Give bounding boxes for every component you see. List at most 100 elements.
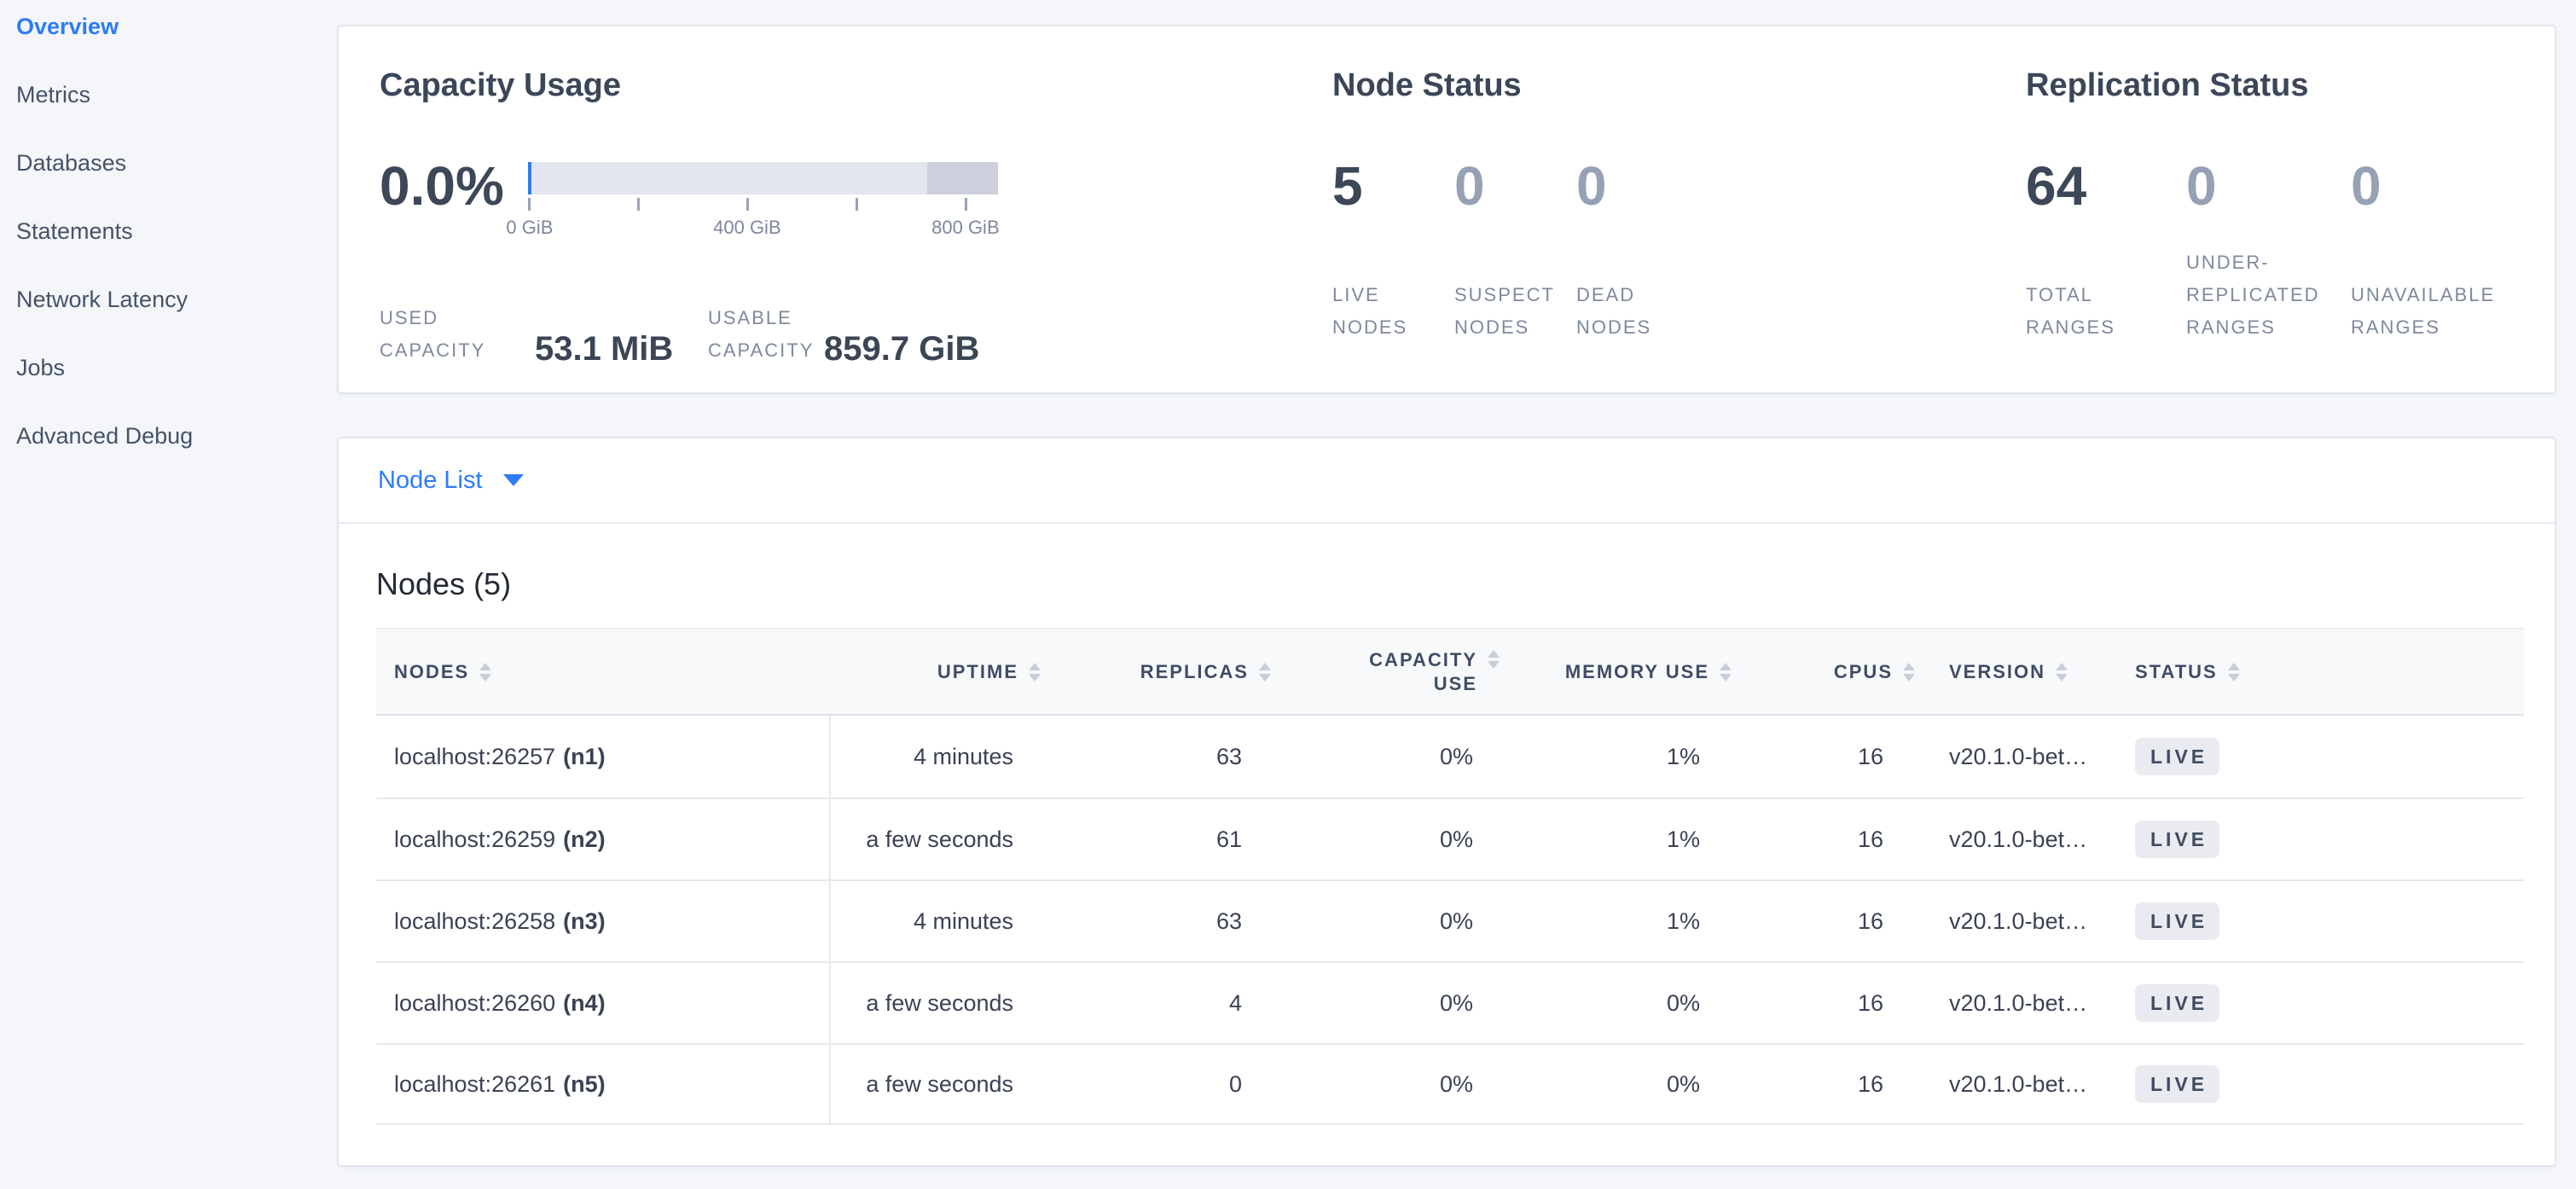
version-cell: v20.1.0-bet… — [1918, 1043, 2102, 1125]
node-status-stats: 5 LIVE NODES 0 SUSPECT NODES 0 DEAD NODE… — [1332, 158, 1696, 344]
node-address-cell: localhost:26261 (n5) — [376, 1043, 831, 1125]
axis-tick-label: 400 GiB — [713, 217, 781, 238]
node-id: (n2) — [563, 826, 606, 852]
sort-icon — [1488, 649, 1500, 669]
replication-stats: 64 TOTAL RANGES 0 UNDER-REPLICATED RANGE… — [2026, 158, 2547, 344]
capacity-usage-title: Capacity Usage — [380, 67, 622, 103]
usable-capacity-value: 859.7 GiB — [824, 330, 980, 368]
sidebar-item-metrics[interactable]: Metrics — [16, 82, 90, 107]
node-address: localhost:26258 — [394, 908, 556, 934]
cpus-cell: 16 — [1735, 798, 1918, 879]
node-list-card: Node List Nodes (5) NODES UPTIME — [337, 437, 2556, 1167]
node-list-dropdown-label: Node List — [378, 466, 483, 494]
node-id: (n3) — [563, 908, 606, 934]
node-id: (n4) — [563, 989, 606, 1016]
unavailable-ranges-label: UNAVAILABLE RANGES — [2351, 284, 2496, 338]
suspect-nodes-value: 0 — [1454, 155, 1485, 217]
replication-status-section: Replication Status 64 TOTAL RANGES 0 UND… — [2026, 66, 2547, 344]
status-badge: LIVE — [2135, 821, 2220, 858]
node-address-cell: localhost:26257 (n1) — [376, 716, 831, 798]
total-ranges-stat: 64 TOTAL RANGES — [2026, 158, 2186, 344]
live-nodes-value: 5 — [1332, 155, 1363, 217]
status-cell: LIVE — [2102, 716, 2524, 798]
node-id: (n1) — [563, 743, 606, 769]
table-row-n3[interactable]: localhost:26258 (n3) 4 minutes 63 0% 1% 1… — [376, 879, 2524, 961]
node-status-title: Node Status — [1332, 67, 1522, 103]
capacity-axis: 0 GiB 400 GiB 800 GiB — [506, 198, 1000, 242]
column-header-nodes[interactable]: NODES — [376, 628, 831, 716]
status-cell: LIVE — [2102, 798, 2524, 879]
capacity-bar-used-marker — [527, 162, 531, 194]
column-header-version[interactable]: VERSION — [1918, 628, 2102, 716]
uptime-cell: 4 minutes — [831, 879, 1044, 961]
nodes-count-heading: Nodes (5) — [376, 566, 512, 601]
nodes-table-section: Nodes (5) NODES UPTIME REPLICAS — [339, 566, 2555, 1125]
table-row-n1[interactable]: localhost:26257 (n1) 4 minutes 63 0% 1% 1… — [376, 716, 2524, 798]
table-row-n5[interactable]: localhost:26261 (n5) a few seconds 0 0% 0… — [376, 1043, 2524, 1125]
suspect-nodes-label: SUSPECT NODES — [1454, 284, 1555, 338]
column-label: VERSION — [1949, 660, 2046, 682]
under-replicated-ranges-label: UNDER-REPLICATED RANGES — [2186, 252, 2320, 338]
capacity-usage-section: Capacity Usage 0.0% 0 GiB 400 GiB 800 Gi… — [380, 66, 1301, 367]
sort-icon — [1029, 662, 1041, 682]
column-header-uptime[interactable]: UPTIME — [831, 628, 1044, 716]
axis-tick-label: 0 GiB — [506, 217, 554, 238]
uptime-cell: a few seconds — [831, 1043, 1044, 1125]
sidebar-item-advanced-debug[interactable]: Advanced Debug — [16, 423, 194, 449]
status-badge: LIVE — [2135, 1065, 2220, 1103]
cpus-cell: 16 — [1735, 716, 1918, 798]
axis-tick — [636, 198, 640, 211]
sidebar-item-network-latency[interactable]: Network Latency — [16, 287, 189, 312]
status-badge: LIVE — [2135, 984, 2220, 1022]
capacity-gauge: 0.0% 0 GiB 400 GiB 800 GiB — [380, 158, 1301, 242]
status-badge: LIVE — [2135, 902, 2220, 940]
memory-use-cell: 1% — [1503, 879, 1735, 961]
capacity-bar: 0 GiB 400 GiB 800 GiB — [506, 162, 1000, 242]
capacity-use-cell: 0% — [1274, 879, 1503, 961]
axis-tick — [746, 198, 749, 211]
total-ranges-label: TOTAL RANGES — [2026, 284, 2115, 338]
sidebar-item-jobs[interactable]: Jobs — [16, 355, 66, 380]
column-header-capacity-use[interactable]: CAPACITY USE — [1274, 628, 1503, 716]
column-label: REPLICAS — [1140, 660, 1249, 682]
total-ranges-value: 64 — [2026, 155, 2087, 217]
replicas-cell: 61 — [1044, 798, 1274, 879]
sidebar-item-databases[interactable]: Databases — [16, 150, 127, 176]
cluster-summary-card: Capacity Usage 0.0% 0 GiB 400 GiB 800 Gi… — [337, 25, 2556, 394]
version-cell: v20.1.0-bet… — [1918, 961, 2102, 1043]
column-header-replicas[interactable]: REPLICAS — [1044, 628, 1274, 716]
sort-icon — [479, 662, 492, 682]
live-nodes-stat: 5 LIVE NODES — [1332, 158, 1454, 344]
replicas-cell: 63 — [1044, 879, 1274, 961]
column-header-cpus[interactable]: CPUS — [1735, 628, 1918, 716]
cpus-cell: 16 — [1735, 879, 1918, 961]
node-id: (n5) — [563, 1070, 606, 1097]
capacity-use-cell: 0% — [1274, 716, 1503, 798]
node-address: localhost:26257 — [394, 743, 556, 769]
capacity-use-cell: 0% — [1274, 961, 1503, 1043]
version-cell: v20.1.0-bet… — [1918, 716, 2102, 798]
nodes-table: NODES UPTIME REPLICAS CAPACITY USE MEMOR… — [376, 628, 2524, 1125]
unavailable-ranges-stat: 0 UNAVAILABLE RANGES — [2351, 158, 2547, 344]
axis-tick-label: 800 GiB — [931, 217, 1000, 238]
column-header-memory-use[interactable]: MEMORY USE — [1503, 628, 1735, 716]
table-row-n4[interactable]: localhost:26260 (n4) a few seconds 4 0% 0… — [376, 961, 2524, 1043]
replicas-cell: 0 — [1044, 1043, 1274, 1125]
uptime-cell: a few seconds — [831, 961, 1044, 1043]
chevron-down-icon — [502, 474, 524, 486]
version-cell: v20.1.0-bet… — [1918, 879, 2102, 961]
capacity-used-percent: 0.0% — [380, 155, 504, 217]
dead-nodes-value: 0 — [1576, 155, 1607, 217]
sidebar-item-overview[interactable]: Overview — [16, 14, 119, 39]
node-list-dropdown[interactable]: Node List — [378, 467, 524, 495]
column-header-status[interactable]: STATUS — [2102, 628, 2524, 716]
node-address: localhost:26260 — [394, 989, 556, 1016]
replicas-cell: 63 — [1044, 716, 1274, 798]
under-replicated-ranges-value: 0 — [2186, 155, 2217, 217]
capacity-bar-track — [527, 162, 998, 194]
memory-use-cell: 1% — [1503, 716, 1735, 798]
capacity-use-cell: 0% — [1274, 1043, 1503, 1125]
table-row-n2[interactable]: localhost:26259 (n2) a few seconds 61 0% … — [376, 798, 2524, 879]
status-cell: LIVE — [2102, 961, 2524, 1043]
sidebar-item-statements[interactable]: Statements — [16, 218, 133, 244]
